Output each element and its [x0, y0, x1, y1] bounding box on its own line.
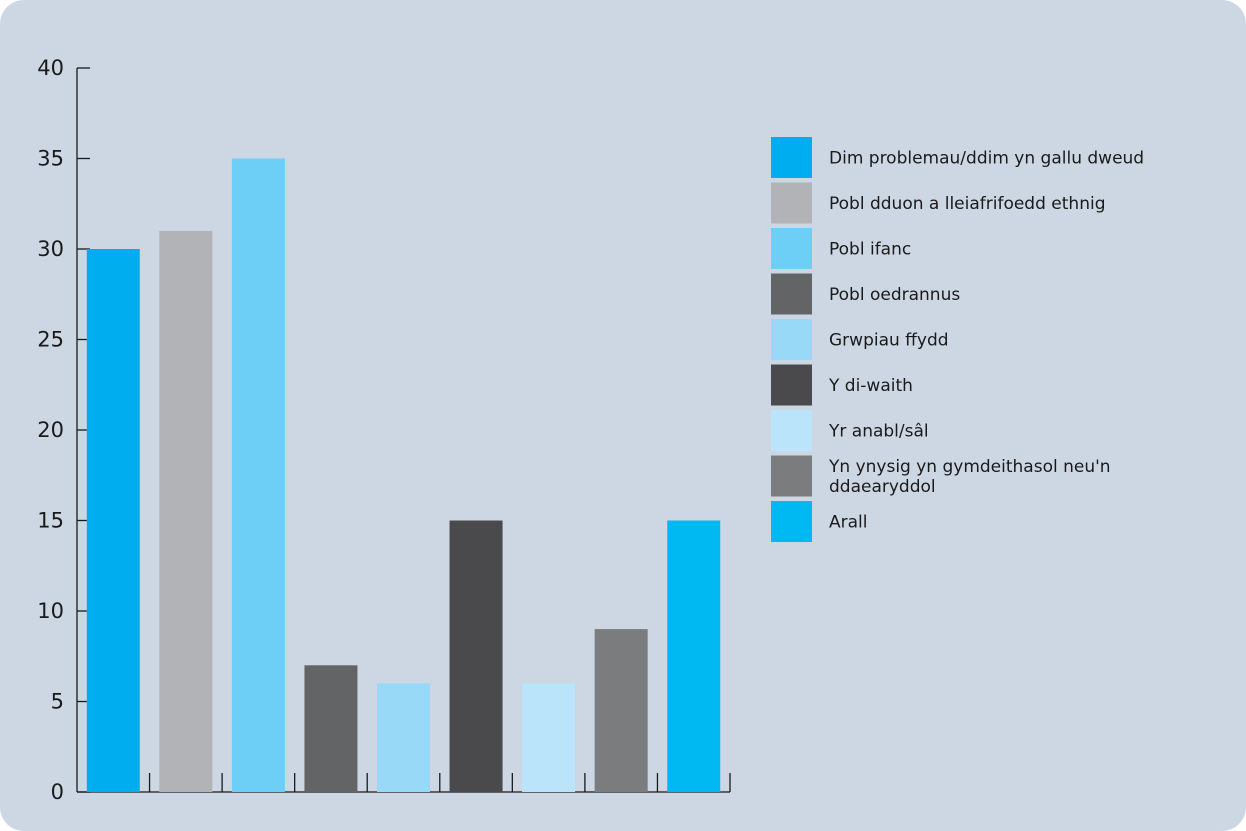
- legend-label: Pobl oedrannus: [829, 285, 960, 305]
- legend-swatch: [771, 501, 812, 542]
- chart-legend: Dim problemau/ddim yn gallu dweud Pobl dd…: [771, 137, 1144, 542]
- y-tick-label: 40: [37, 56, 64, 80]
- bar-5: [377, 683, 430, 792]
- y-tick-label: 20: [37, 418, 64, 442]
- legend-label: Y di-waith: [828, 376, 913, 396]
- bar-6: [449, 520, 503, 792]
- legend-swatch: [771, 182, 812, 224]
- legend-label: Yn ynysig yn gymdeithasol neu'n: [828, 457, 1111, 477]
- y-tick-label: 35: [37, 147, 64, 171]
- y-tick-label: 0: [51, 780, 64, 804]
- y-tick-label: 30: [37, 237, 64, 261]
- y-tick-label: 10: [37, 599, 64, 623]
- bar-1: [86, 249, 140, 792]
- y-tick-label: 15: [37, 509, 64, 533]
- legend-label: Yr anabl/sâl: [828, 422, 929, 442]
- bar-7: [522, 683, 576, 792]
- y-tick-label: 5: [51, 690, 64, 714]
- legend-swatch: [771, 273, 812, 315]
- legend-swatch: [771, 455, 812, 497]
- chart-axes: 0 5 10 15 20 25 30 35 40: [37, 56, 731, 804]
- legend-swatch: [771, 410, 812, 451]
- bar-2: [159, 230, 213, 792]
- legend-label: Arall: [829, 513, 867, 533]
- legend-label: Pobl dduon a lleiafrifoedd ethnig: [829, 194, 1105, 214]
- legend-label: Dim problemau/ddim yn gallu dweud: [829, 149, 1144, 169]
- bar-3: [231, 158, 285, 792]
- y-tick-label: 25: [37, 328, 64, 352]
- bar-8: [594, 629, 648, 792]
- legend-label: Pobl ifanc: [829, 240, 911, 260]
- legend-swatch: [771, 137, 812, 178]
- chart-bars: [86, 158, 721, 792]
- legend-swatch: [771, 228, 812, 269]
- bar-9: [667, 520, 721, 792]
- legend-swatch: [771, 319, 812, 360]
- legend-swatch: [771, 364, 812, 406]
- legend-label: Grwpiau ffydd: [829, 331, 949, 351]
- bar-4: [304, 665, 358, 792]
- legend-label: ddaearyddol: [829, 477, 936, 497]
